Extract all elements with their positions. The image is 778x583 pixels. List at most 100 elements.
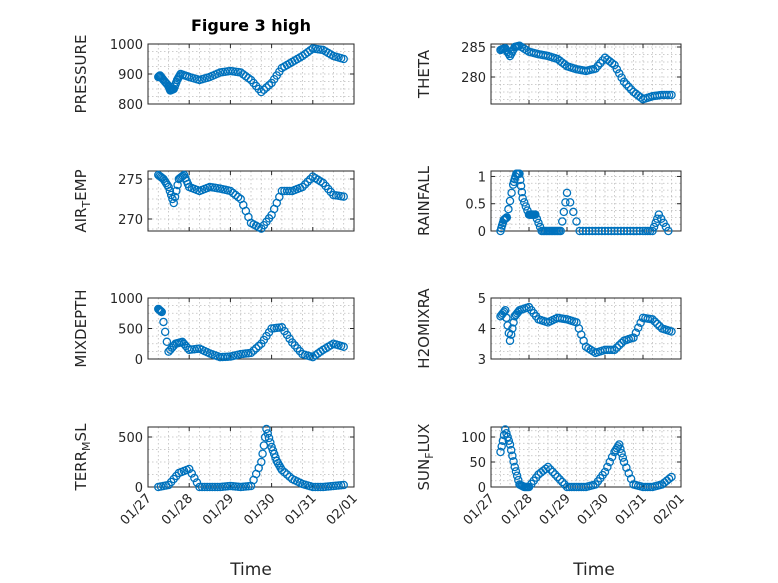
y-axis-label: MIXDEPTH (72, 289, 90, 367)
y-axis-label: TERRMSL (72, 423, 93, 492)
data-point (192, 478, 202, 487)
data-point (622, 226, 632, 236)
data-point (562, 188, 572, 198)
data-point (277, 465, 287, 475)
data-point (300, 180, 310, 189)
data-point (303, 177, 312, 187)
data-point (588, 226, 597, 236)
data-point (512, 471, 522, 480)
y-tick-label: 0.5 (465, 198, 486, 213)
data-point (177, 172, 186, 182)
data-point (607, 452, 617, 462)
data-point (607, 58, 617, 68)
data-point (619, 77, 629, 87)
data-point (231, 190, 240, 200)
data-point (648, 226, 657, 236)
x-tick-label: 02/01 (651, 491, 688, 528)
data-point (659, 218, 668, 228)
y-tick-label: 50 (469, 456, 486, 471)
x-tick-label: 01/31 (613, 491, 650, 528)
data-point (636, 318, 645, 328)
data-point (578, 226, 588, 236)
data-point (558, 477, 567, 487)
data-point (550, 470, 560, 479)
data-point (612, 343, 622, 352)
subplot-theta: 280 285 THETA (415, 41, 682, 105)
data-point (616, 444, 625, 454)
data-point (504, 204, 513, 214)
y-tick-label: 100 (461, 431, 486, 446)
data-point (622, 80, 631, 89)
data-point (612, 64, 622, 74)
data-point (581, 226, 591, 236)
data-point (629, 226, 638, 236)
data-point (626, 226, 635, 236)
data-point (597, 226, 607, 236)
data-point (497, 442, 506, 451)
data-point (223, 352, 233, 361)
data-point (521, 202, 531, 211)
data-point (262, 83, 271, 92)
y-axis-label: SUNFLUX (415, 424, 436, 491)
data-point (618, 453, 628, 462)
x-tick-label: 01/30 (575, 491, 612, 528)
data-point (505, 440, 515, 449)
data-point (504, 436, 514, 445)
data-point (520, 198, 529, 207)
y-tick-label: 1000 (110, 38, 143, 53)
figure-title: Figure 3 high (191, 16, 311, 35)
data-point (558, 217, 567, 226)
y-axis-label: H2OMIXRA (415, 288, 433, 369)
data-point (264, 81, 274, 90)
data-point (569, 207, 578, 217)
data-point (553, 472, 562, 482)
data-point (584, 226, 594, 236)
y-tick-label: 0 (135, 353, 143, 368)
data-point (541, 464, 550, 474)
data-point (251, 344, 261, 353)
data-point (600, 226, 610, 236)
data-point (305, 46, 315, 55)
data-point (496, 447, 505, 457)
data-point (664, 226, 673, 236)
data-point (615, 69, 624, 78)
data-point (233, 192, 243, 202)
data-point (258, 449, 267, 458)
data-point (534, 218, 543, 228)
x-tick-label: 01/28 (159, 491, 196, 528)
y-tick-label: 1 (478, 170, 486, 185)
data-point (661, 222, 671, 232)
x-tick-label: 01/27 (118, 491, 155, 528)
data-point (617, 73, 626, 82)
x-tick-label: 02/01 (324, 491, 361, 528)
data-point (594, 226, 603, 236)
data-point (664, 474, 674, 484)
axes-box (147, 426, 355, 488)
y-tick-label: 900 (118, 68, 143, 83)
y-axis-label: AIRTEMP (72, 169, 93, 232)
y-tick-label: 0 (478, 225, 486, 240)
data-point (626, 474, 636, 484)
data-point (653, 319, 662, 329)
data-point (560, 60, 569, 69)
x-tick-label: 01/30 (241, 491, 278, 528)
data-point (159, 317, 168, 327)
data-point (575, 226, 584, 236)
data-point (282, 470, 292, 479)
subplot-rainfall: 0 0.5 1 RAINFALL (415, 165, 682, 240)
x-tick-label: 01/29 (537, 491, 574, 528)
data-point (662, 90, 672, 100)
y-tick-label: 500 (118, 323, 143, 338)
data-point (506, 330, 516, 339)
data-point (155, 306, 165, 315)
data-point (154, 305, 164, 314)
data-point (500, 425, 510, 434)
data-point (559, 207, 569, 217)
data-point (173, 180, 182, 190)
data-point (648, 315, 657, 324)
x-tick-label: 01/27 (461, 491, 498, 528)
data-point (593, 61, 603, 71)
data-point (532, 214, 542, 223)
